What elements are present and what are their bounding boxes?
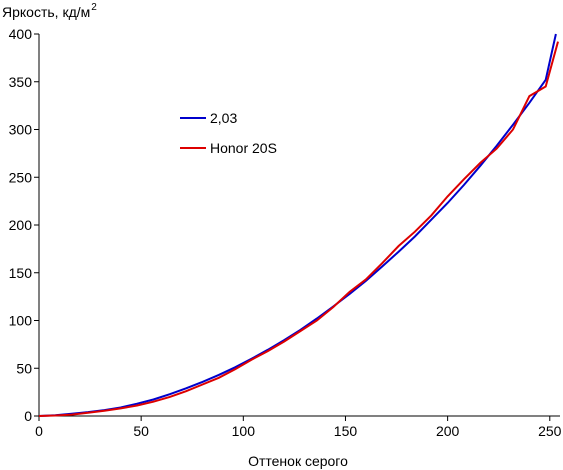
series-line-2 [38, 41, 559, 417]
y-axis-title: Яркость, кд/м 2 [2, 2, 97, 20]
x-axis-title: Оттенок серого [248, 453, 348, 469]
legend-label-1: 2,03 [210, 110, 237, 126]
x-tick-label: 250 [538, 423, 562, 439]
x-tick-label: 150 [334, 423, 358, 439]
y-axis-title-text: Яркость, кд/м [2, 4, 90, 20]
y-tick-label: 0 [24, 408, 32, 424]
x-tick-label: 100 [232, 423, 256, 439]
x-tick-label: 200 [436, 423, 460, 439]
legend-label-2: Honor 20S [210, 140, 277, 156]
legend: 2,03 Honor 20S [180, 110, 277, 156]
y-axis-title-superscript: 2 [91, 2, 97, 13]
series-line-1 [38, 33, 557, 417]
plot-area: 0 50 100 150 200 250 300 350 400 0 50 100 150 200 250 [9, 26, 562, 439]
y-tick-label: 50 [16, 360, 32, 376]
y-tick-label: 300 [9, 122, 33, 138]
x-tick-label: 50 [133, 423, 149, 439]
y-tick-label: 150 [9, 265, 33, 281]
y-tick-label: 250 [9, 169, 33, 185]
y-tick-label: 100 [9, 313, 33, 329]
y-tick-label: 350 [9, 74, 33, 90]
x-tick-label: 0 [35, 423, 43, 439]
y-tick-label: 200 [9, 217, 33, 233]
y-tick-label: 400 [9, 26, 33, 42]
